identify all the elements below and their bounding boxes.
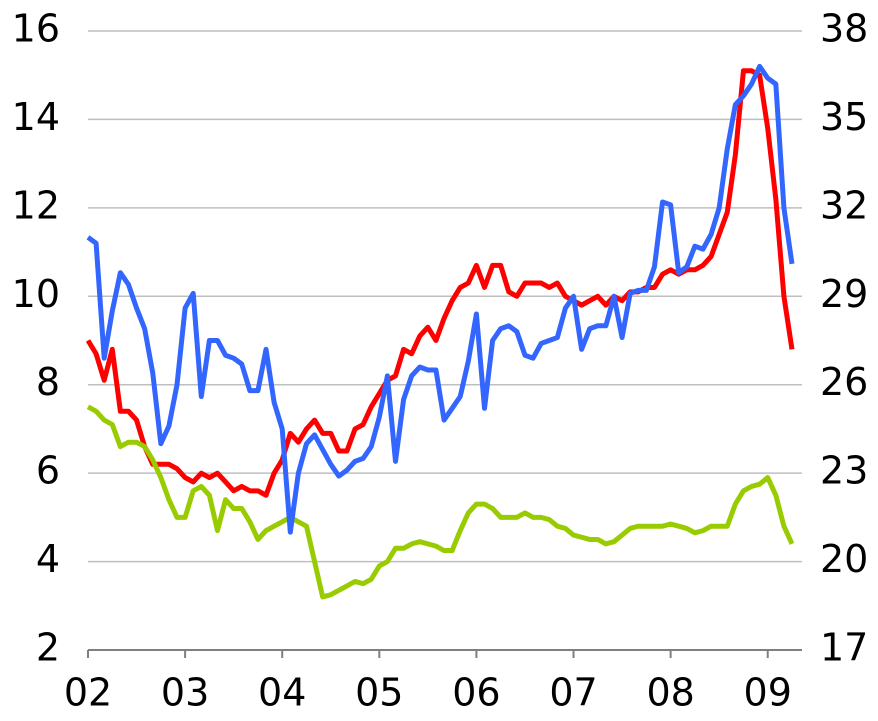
y2-tick-label: 32 xyxy=(820,183,868,227)
series-line xyxy=(86,63,795,535)
series-line xyxy=(85,68,795,498)
y2-tick-label: 35 xyxy=(820,95,868,139)
y-tick-label: 6 xyxy=(36,449,60,493)
y-tick-label: 8 xyxy=(36,360,60,404)
x-tick-label: 09 xyxy=(744,671,792,715)
x-tick-label: 08 xyxy=(646,671,694,715)
x-tick-label: 05 xyxy=(355,671,403,715)
x-tick-label: 04 xyxy=(258,671,306,715)
y-tick-label: 14 xyxy=(12,95,60,139)
y-tick-label: 4 xyxy=(36,537,60,581)
x-tick-label: 02 xyxy=(64,671,112,715)
y-tick-label: 12 xyxy=(12,183,60,227)
y-tick-label: 10 xyxy=(12,272,60,316)
y2-tick-label: 20 xyxy=(820,537,868,581)
y2-tick-label: 29 xyxy=(820,272,868,316)
y-tick-label: 2 xyxy=(36,626,60,670)
y2-tick-label: 26 xyxy=(820,360,868,404)
y2-tick-label: 23 xyxy=(820,449,868,493)
y-tick-label: 16 xyxy=(12,7,60,51)
x-tick-label: 07 xyxy=(549,671,597,715)
series-line xyxy=(86,404,795,600)
x-tick-label: 06 xyxy=(452,671,500,715)
y2-tick-label: 17 xyxy=(820,626,868,670)
x-tick-label: 03 xyxy=(161,671,209,715)
y2-tick-label: 38 xyxy=(820,7,868,51)
